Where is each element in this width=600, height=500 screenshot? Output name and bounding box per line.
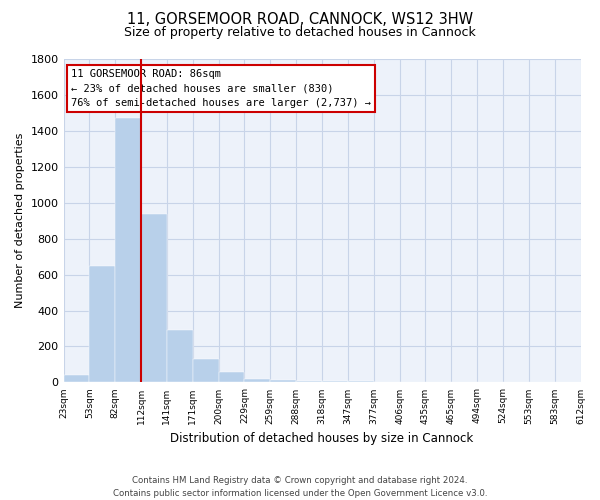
Bar — [167, 330, 193, 382]
Text: 11 GORSEMOOR ROAD: 86sqm
← 23% of detached houses are smaller (830)
76% of semi-: 11 GORSEMOOR ROAD: 86sqm ← 23% of detach… — [71, 68, 371, 108]
Y-axis label: Number of detached properties: Number of detached properties — [15, 133, 25, 308]
Bar — [296, 380, 322, 382]
Bar — [244, 379, 271, 382]
Text: Size of property relative to detached houses in Cannock: Size of property relative to detached ho… — [124, 26, 476, 39]
Bar — [64, 375, 89, 382]
Bar — [271, 380, 296, 382]
Text: Contains HM Land Registry data © Crown copyright and database right 2024.
Contai: Contains HM Land Registry data © Crown c… — [113, 476, 487, 498]
X-axis label: Distribution of detached houses by size in Cannock: Distribution of detached houses by size … — [170, 432, 473, 445]
Bar — [141, 214, 167, 382]
Bar — [322, 380, 348, 382]
Bar — [89, 266, 115, 382]
Bar — [115, 118, 141, 382]
Text: 11, GORSEMOOR ROAD, CANNOCK, WS12 3HW: 11, GORSEMOOR ROAD, CANNOCK, WS12 3HW — [127, 12, 473, 28]
Bar — [193, 359, 218, 382]
Bar — [218, 372, 244, 382]
Bar — [348, 380, 374, 382]
